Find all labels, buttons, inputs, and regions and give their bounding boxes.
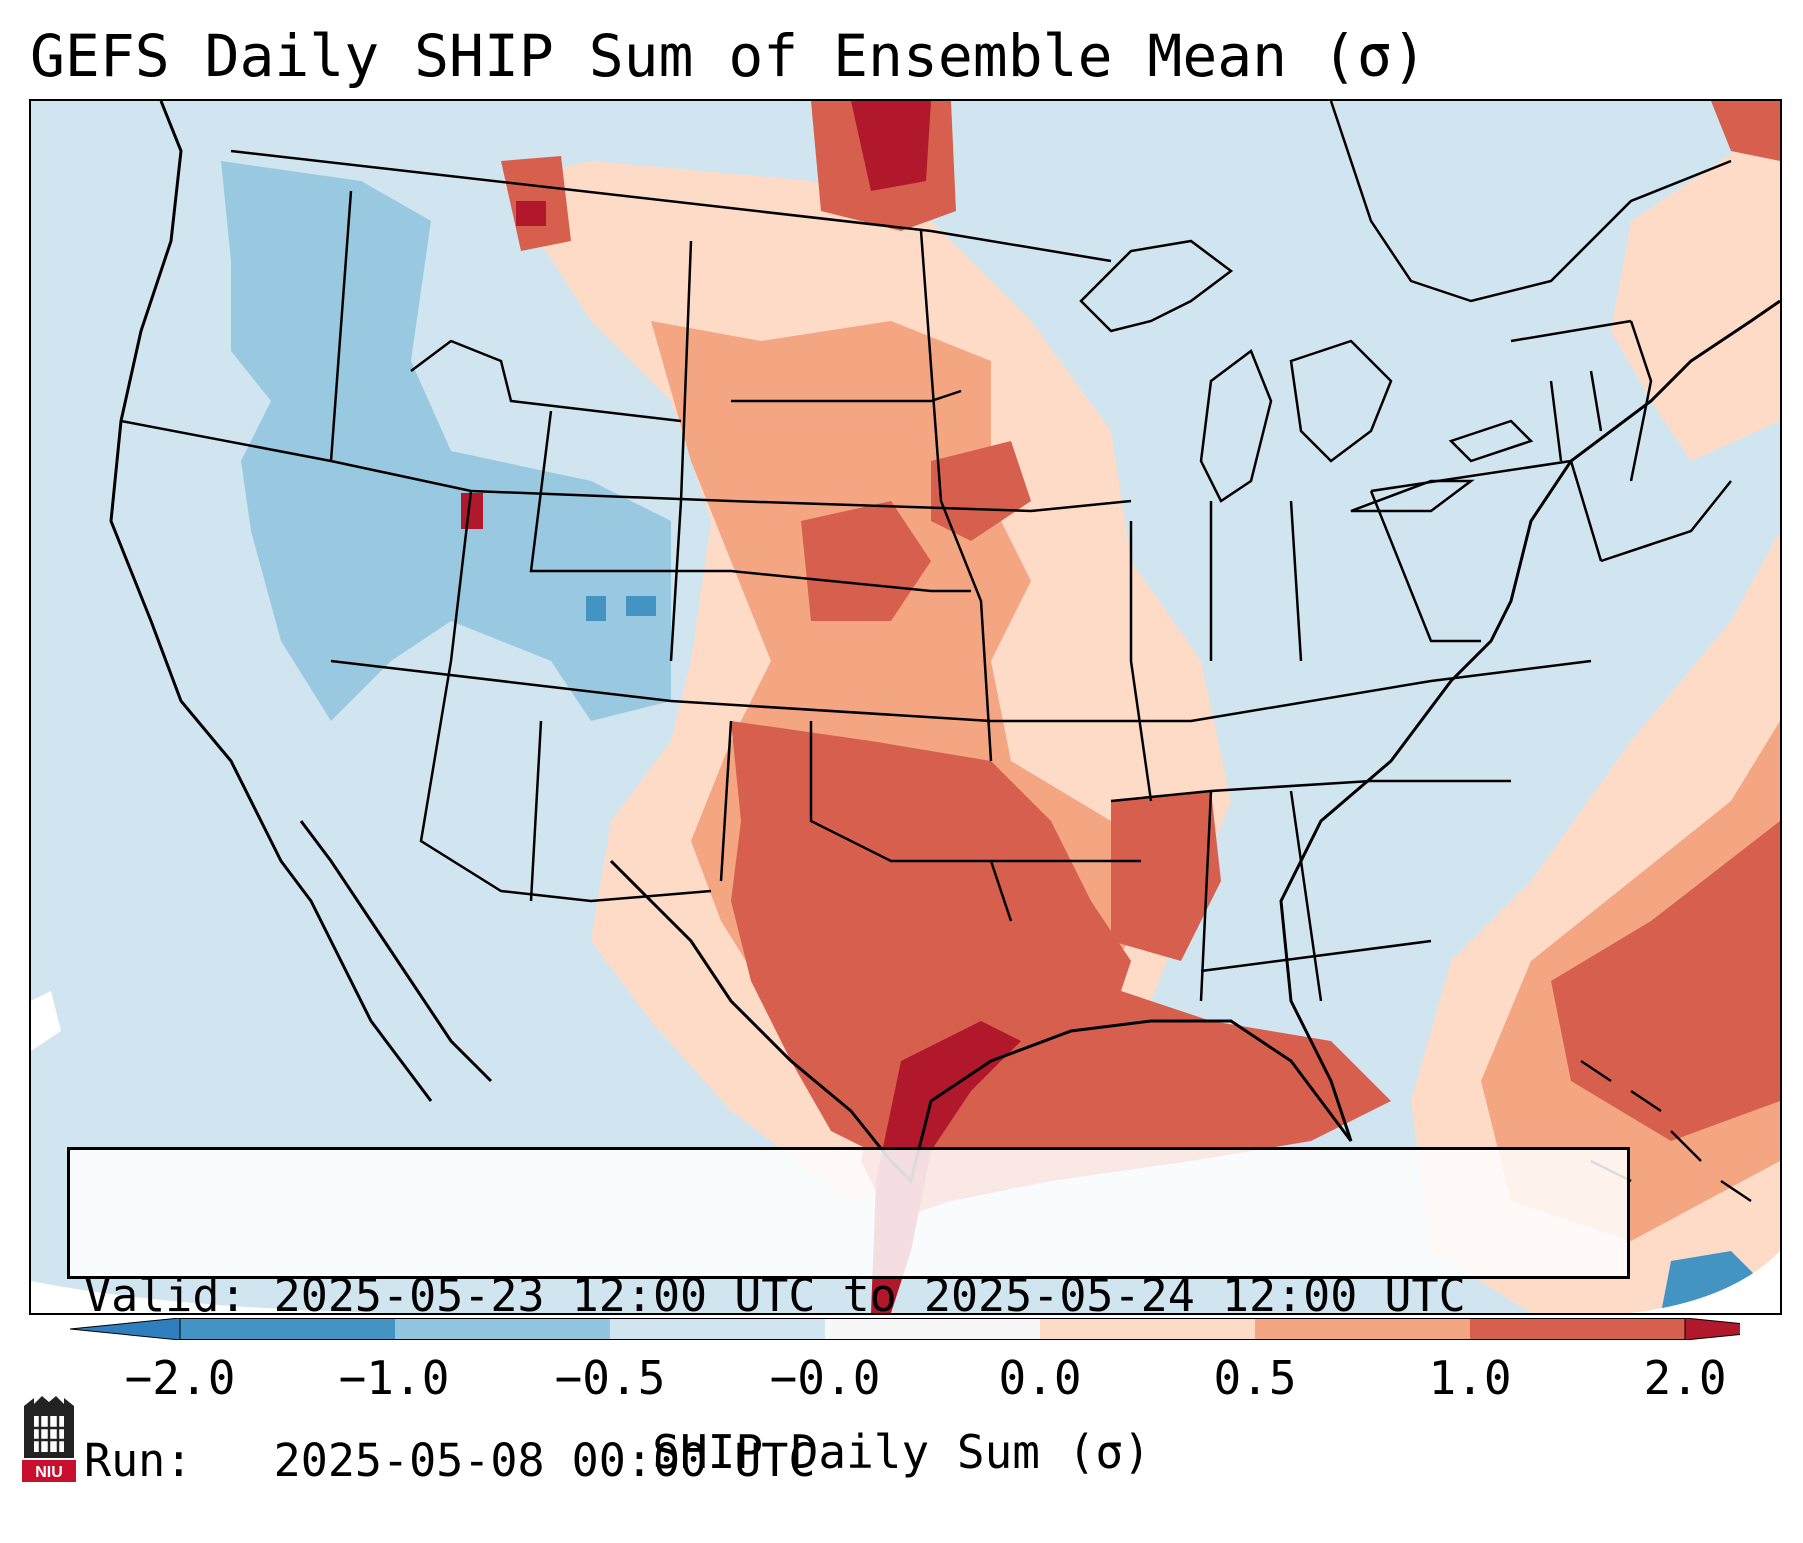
colorbar-tick-label: 0.5 — [1213, 1351, 1297, 1405]
niu-logo: NIU — [20, 1392, 78, 1484]
colorbar-swatch — [825, 1318, 1040, 1340]
colorbar-swatch — [1040, 1318, 1255, 1340]
dakotas-positive-core — [851, 101, 931, 191]
domain-edge-missing — [31, 991, 61, 1051]
map-title: GEFS Daily SHIP Sum of Ensemble Mean (σ) — [30, 22, 1427, 90]
colorbar-label: SHIP Daily Sum (σ) — [652, 1425, 1151, 1479]
colorbar-swatch — [1470, 1318, 1685, 1340]
domain-edge-left — [31, 1281, 631, 1313]
colorbar-swatch — [610, 1318, 825, 1340]
utah-positive-spot — [461, 493, 483, 529]
colorbar-outline — [179, 1318, 1686, 1340]
logo-text: NIU — [35, 1464, 63, 1481]
colorbar-tick-label: −0.0 — [769, 1351, 881, 1405]
colorado-negative-core — [586, 596, 656, 621]
valid-run-info-box: Valid: 2025-05-23 12:00 UTC to 2025-05-2… — [67, 1147, 1630, 1487]
us-coastline — [109, 101, 1780, 1184]
valid-time-text: Valid: 2025-05-23 12:00 UTC to 2025-05-2… — [84, 1269, 1466, 1322]
domain-edge-right — [1631, 1251, 1780, 1313]
mississippi-positive-strong — [1111, 791, 1221, 961]
colorbar-tick-label: −2.0 — [124, 1351, 236, 1405]
colorbar-tick-label: 2.0 — [1643, 1351, 1727, 1405]
atlantic-positive-strong — [1551, 821, 1780, 1141]
colorbar-tick-label: 0.0 — [998, 1351, 1082, 1405]
colorbar-swatch — [1255, 1318, 1470, 1340]
niu-seal-icon: NIU — [22, 1396, 76, 1482]
northwest-negative-region — [221, 161, 671, 721]
colorbar-tick-labels: −2.0 −1.0 −0.5 −0.0 0.0 0.5 1.0 2.0 — [0, 1350, 1803, 1410]
colorbar-extend-high — [1684, 1317, 1796, 1341]
great-lakes — [1079, 239, 1534, 513]
run-time-text: Run: 2025-05-08 00:00 UTC — [84, 1434, 816, 1487]
colorbar-extend-low — [69, 1317, 181, 1341]
montana-positive-core — [516, 201, 546, 226]
colorbar-tick-label: −0.5 — [554, 1351, 666, 1405]
colorbar-tick-label: −1.0 — [338, 1351, 450, 1405]
colorbar — [69, 1317, 1796, 1344]
cuba-negative — [1661, 1251, 1761, 1313]
colorbar-tick-label: 1.0 — [1428, 1351, 1512, 1405]
nebraska-positive-strong — [931, 441, 1031, 541]
map-panel — [29, 99, 1782, 1315]
northeast-positive — [1611, 121, 1780, 461]
anomaly-map — [31, 101, 1780, 1313]
colorbar-swatch — [180, 1318, 395, 1340]
northeast-positive-core — [1711, 101, 1780, 161]
state-borders — [120, 101, 1732, 1002]
kansas-positive-strong — [801, 501, 931, 621]
colorbar-swatches — [69, 1317, 1796, 1341]
colorbar-swatch — [395, 1318, 610, 1340]
